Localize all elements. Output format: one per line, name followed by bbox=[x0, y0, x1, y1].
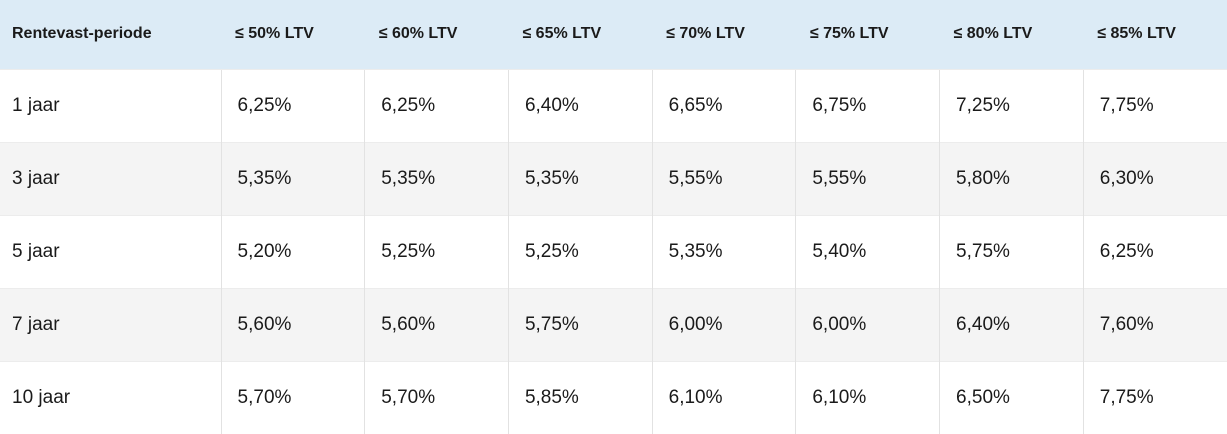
rate-cell: 6,10% bbox=[795, 360, 940, 434]
table-row: 10 jaar 5,70% 5,70% 5,85% 6,10% 6,10% 6,… bbox=[0, 360, 1227, 434]
table-row: 1 jaar 6,25% 6,25% 6,40% 6,65% 6,75% 7,2… bbox=[0, 68, 1227, 142]
rate-cell: 6,40% bbox=[507, 68, 653, 142]
rate-cell: 5,60% bbox=[364, 287, 509, 361]
rate-cell: 6,00% bbox=[795, 287, 940, 361]
rate-cell: 6,25% bbox=[220, 68, 365, 142]
rate-cell: 6,65% bbox=[651, 68, 796, 142]
header-ltv-80: ≤ 80% LTV bbox=[953, 25, 1033, 43]
rate-cell: 7,75% bbox=[1082, 68, 1227, 142]
rate-cell: 5,40% bbox=[795, 214, 940, 288]
table-row: 3 jaar 5,35% 5,35% 5,35% 5,55% 5,55% 5,8… bbox=[0, 141, 1227, 215]
header-ltv-50: ≤ 50% LTV bbox=[235, 25, 314, 43]
rate-cell: 5,35% bbox=[507, 141, 653, 215]
rate-cell: 5,75% bbox=[939, 214, 1084, 288]
rate-cell: 7,25% bbox=[939, 68, 1084, 142]
header-ltv-65: ≤ 65% LTV bbox=[522, 25, 602, 43]
rate-cell: 5,35% bbox=[651, 214, 796, 288]
rate-cell: 5,70% bbox=[220, 360, 365, 434]
period-cell: 3 jaar bbox=[0, 141, 222, 215]
rate-cell: 6,25% bbox=[364, 68, 509, 142]
rate-cell: 5,35% bbox=[364, 141, 509, 215]
rate-cell: 5,70% bbox=[364, 360, 509, 434]
header-ltv-75: ≤ 75% LTV bbox=[809, 25, 889, 43]
rate-cell: 6,50% bbox=[939, 360, 1084, 434]
header-row: Rentevast-periode ≤ 50% LTV ≤ 60% LTV ≤ … bbox=[0, 0, 1227, 69]
period-cell: 1 jaar bbox=[0, 68, 222, 142]
rate-cell: 6,25% bbox=[1082, 214, 1227, 288]
period-cell: 5 jaar bbox=[0, 214, 222, 288]
header-fixed-period: Rentevast-periode bbox=[12, 25, 152, 43]
period-cell: 7 jaar bbox=[0, 287, 222, 361]
table-row: 7 jaar 5,60% 5,60% 5,75% 6,00% 6,00% 6,4… bbox=[0, 287, 1227, 361]
table-row: 5 jaar 5,20% 5,25% 5,25% 5,35% 5,40% 5,7… bbox=[0, 214, 1227, 288]
rate-cell: 5,75% bbox=[507, 287, 653, 361]
rate-cell: 5,80% bbox=[939, 141, 1084, 215]
header-ltv-85: ≤ 85% LTV bbox=[1097, 25, 1176, 43]
period-cell: 10 jaar bbox=[0, 360, 222, 434]
rate-cell: 5,55% bbox=[795, 141, 940, 215]
rate-cell: 6,30% bbox=[1082, 141, 1227, 215]
rate-cell: 5,20% bbox=[220, 214, 365, 288]
header-ltv-60: ≤ 60% LTV bbox=[378, 25, 458, 43]
rate-cell: 6,10% bbox=[651, 360, 796, 434]
table-body: 1 jaar 6,25% 6,25% 6,40% 6,65% 6,75% 7,2… bbox=[0, 68, 1227, 434]
rate-cell: 6,40% bbox=[939, 287, 1084, 361]
rate-cell: 6,00% bbox=[651, 287, 796, 361]
rate-cell: 6,75% bbox=[795, 68, 940, 142]
rate-cell: 5,60% bbox=[220, 287, 365, 361]
rate-cell: 5,35% bbox=[220, 141, 365, 215]
table-header: Rentevast-periode ≤ 50% LTV ≤ 60% LTV ≤ … bbox=[0, 0, 1227, 69]
header-ltv-70: ≤ 70% LTV bbox=[666, 25, 745, 43]
rate-cell: 5,55% bbox=[651, 141, 796, 215]
rate-cell: 5,85% bbox=[507, 360, 653, 434]
rate-cell: 7,75% bbox=[1082, 360, 1227, 434]
rate-cell: 7,60% bbox=[1082, 287, 1227, 361]
rate-cell: 5,25% bbox=[507, 214, 653, 288]
rate-cell: 5,25% bbox=[364, 214, 509, 288]
